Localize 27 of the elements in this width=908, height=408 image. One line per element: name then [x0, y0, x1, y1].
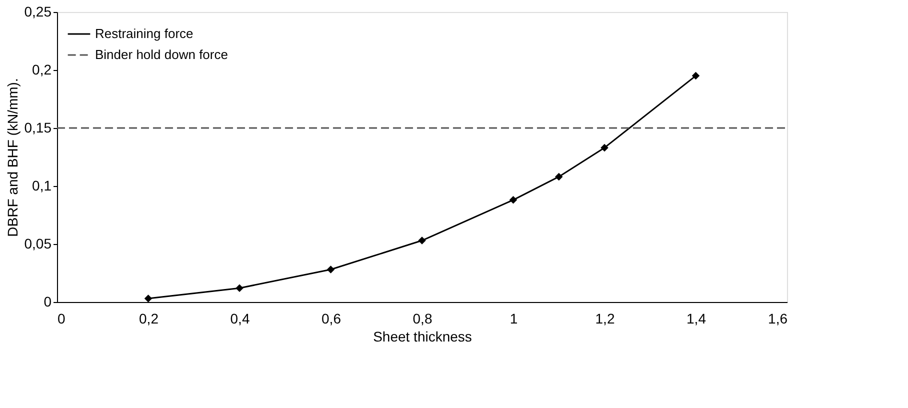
point: [144, 294, 152, 302]
y-tick-label: 0,05: [24, 236, 52, 252]
x-tick-label: 0,4: [230, 310, 250, 326]
y-tick-label: 0,25: [24, 4, 52, 20]
legend-label: Restraining force: [95, 26, 194, 41]
x-tick-label: 1,4: [686, 310, 706, 326]
legend-label: Binder hold down force: [95, 47, 228, 62]
x-tick-label: 1: [510, 310, 518, 326]
x-tick-label: 1,6: [768, 310, 788, 326]
y-tick-label: 0: [44, 294, 52, 310]
point: [326, 266, 335, 274]
point: [509, 196, 518, 204]
point: [600, 144, 608, 152]
point: [692, 72, 700, 80]
x-tick-label: 1,2: [595, 310, 615, 326]
point: [555, 172, 563, 181]
x-tick-label: 0,6: [322, 310, 342, 326]
point: [418, 236, 426, 244]
x-axis-title: Sheet thickness: [373, 328, 472, 344]
x-tick-label: 0,8: [412, 310, 432, 326]
point: [236, 284, 244, 292]
x-tick-label: 0,2: [139, 310, 159, 326]
y-tick-label: 0,2: [32, 62, 52, 78]
y-tick-label: 0,15: [24, 120, 52, 136]
x-tick-label: 0: [58, 310, 66, 326]
y-axis-title: DBRF and BHF (kN/mm).: [4, 78, 20, 237]
y-tick-label: 0,1: [32, 178, 52, 194]
